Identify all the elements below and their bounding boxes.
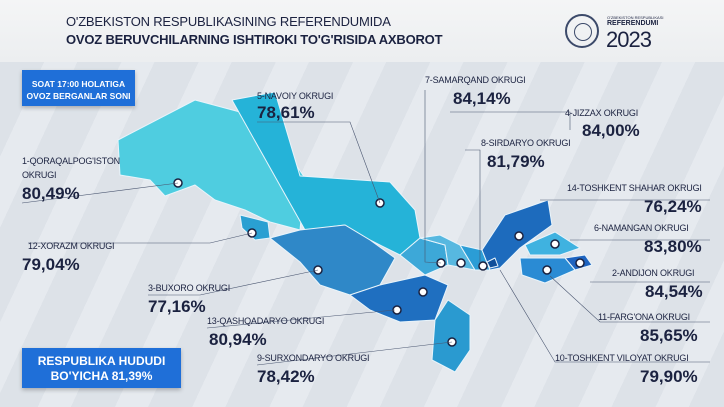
region-xorazm xyxy=(239,214,271,241)
jizzax-label: 4-JIZZAX OKRUGI xyxy=(565,108,639,118)
logo-year: 2023 xyxy=(606,27,652,52)
jizzax-value: 84,00% xyxy=(582,121,640,140)
surxondaryo-value: 78,42% xyxy=(257,367,315,386)
namangan-label: 6-NAMANGAN OKRUGI xyxy=(594,223,689,233)
seal-icon xyxy=(565,14,599,48)
andijon-label: 2-ANDIJON OKRUGI xyxy=(612,268,695,278)
total-turnout-box: RESPUBLIKA HUDUDI BO'YICHA 81,39% xyxy=(22,348,181,388)
sirdaryo-label: 8-SIRDARYO OKRUGI xyxy=(481,138,571,148)
sirdaryo-value: 81,79% xyxy=(487,152,545,171)
fargona-value: 85,65% xyxy=(640,326,698,345)
referendum-logo: O'ZBEKISTON RESPUBLIKASI REFERENDUMI 202… xyxy=(565,12,705,52)
toshkent-shahar-value: 76,24% xyxy=(644,197,702,216)
region-toshkent-shahar xyxy=(486,257,499,269)
region-buxoro xyxy=(269,224,396,296)
navoiy-label: 5-NAVOIY OKRUGI xyxy=(257,91,334,101)
header: O'ZBEKISTON RESPUBLIKASINING REFERENDUMI… xyxy=(0,0,724,62)
namangan-value: 83,80% xyxy=(644,237,702,256)
andijon-value: 84,54% xyxy=(645,282,703,301)
total-line2: BO'YICHA 81,39% xyxy=(50,369,153,383)
qoraqalpogiston-label2: OKRUGI xyxy=(22,170,57,180)
toshkent-viloyat-value: 79,90% xyxy=(640,367,698,386)
region-surxondaryo xyxy=(431,299,471,373)
qoraqalpogiston-label: 1-QORAQALPOG'ISTON xyxy=(22,156,120,166)
logo-name: REFERENDUMI xyxy=(607,20,659,27)
navoiy-value: 78,61% xyxy=(257,103,315,122)
time-note-line1: SOAT 17:00 HOLATIGA xyxy=(31,79,126,89)
samarqand-label: 7-SAMARQAND OKRUGI xyxy=(425,75,526,85)
surxondaryo-label: 9-SURXONDARYO OKRUGI xyxy=(257,353,370,363)
title-line1: O'ZBEKISTON RESPUBLIKASINING REFERENDUMI… xyxy=(66,14,391,29)
xorazm-value: 79,04% xyxy=(22,255,80,274)
qashqadaryo-label: 13-QASHQADARYO OKRUGI xyxy=(207,316,325,326)
buxoro-label: 3-BUXORO OKRUGI xyxy=(148,283,231,293)
toshkent-shahar-label: 14-TOSHKENT SHAHAR OKRUGI xyxy=(567,183,702,193)
toshkent-viloyat-label: 10-TOSHKENT VILOYAT OKRUGI xyxy=(555,353,689,363)
time-note-box: SOAT 17:00 HOLATIGA OVOZ BERGANLAR SONI xyxy=(22,70,135,106)
title-line2: OVOZ BERUVCHILARNING ISHTIROKI TO'G'RISI… xyxy=(66,32,443,47)
qoraqalpogiston-value: 80,49% xyxy=(22,184,80,203)
fargona-label: 11-FARG'ONA OKRUGI xyxy=(598,312,690,322)
logo-small-text: O'ZBEKISTON RESPUBLIKASI xyxy=(607,15,664,20)
buxoro-value: 77,16% xyxy=(148,297,206,316)
xorazm-label: 12-XORAZM OKRUGI xyxy=(28,241,115,251)
samarqand-value: 84,14% xyxy=(453,89,511,108)
total-line1: RESPUBLIKA HUDUDI xyxy=(37,354,166,368)
time-note-line2: OVOZ BERGANLAR SONI xyxy=(26,91,131,101)
qashqadaryo-value: 80,94% xyxy=(209,330,267,349)
